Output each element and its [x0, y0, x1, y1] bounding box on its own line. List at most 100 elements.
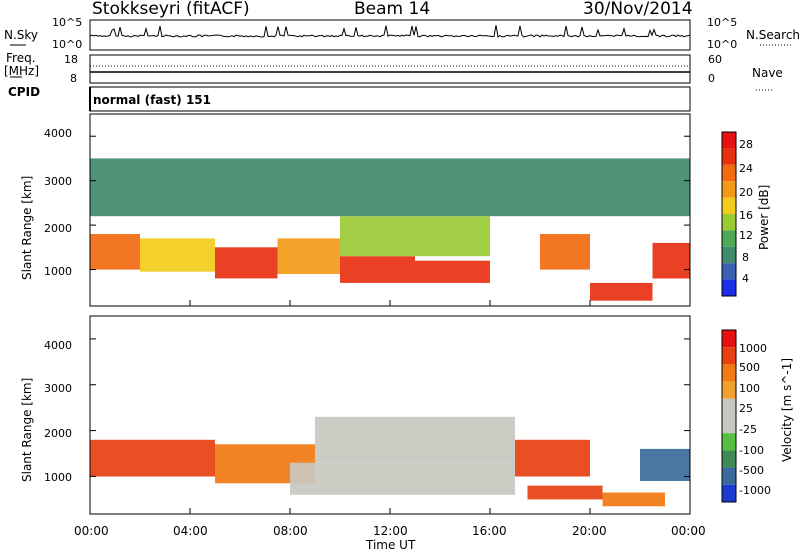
velocity-ylabel: Slant Range [km] — [20, 377, 34, 482]
heatmap-band — [90, 439, 215, 477]
colorbar-frame — [721, 131, 737, 297]
top-panels — [10, 19, 792, 112]
power-ytick: 2000 — [44, 222, 72, 235]
velocity-ytick: 4000 — [44, 339, 72, 352]
freq-frame — [89, 54, 691, 84]
x-tick-label: 00:00 — [74, 524, 109, 538]
x-tick-label: 12:00 — [373, 524, 408, 538]
colorbar-cell — [722, 148, 736, 165]
power-ytick: 3000 — [44, 175, 72, 188]
noise-search-label: N.Search — [746, 28, 800, 42]
freq-tick-bottom: 8 — [70, 72, 77, 85]
heatmap-band — [340, 256, 415, 283]
heatmap-band — [340, 216, 490, 257]
x-tick-label: 20:00 — [572, 524, 607, 538]
x-tick-label: 08:00 — [273, 524, 308, 538]
heatmap-band — [90, 158, 690, 217]
colorbar-cell — [722, 416, 736, 434]
x-tick-label: 16:00 — [472, 524, 507, 538]
heatmap-band — [140, 238, 215, 272]
heatmap-band — [315, 416, 515, 463]
heatmap-band — [602, 492, 665, 507]
heatmap-band — [90, 234, 140, 270]
heatmap-band — [215, 247, 278, 279]
velocity-cbar-tick: -100 — [739, 444, 764, 457]
power-cbar-tick: 20 — [739, 186, 753, 199]
nave-tick-bottom: 0 — [708, 72, 715, 85]
freq-tick-top: 18 — [64, 53, 78, 66]
colorbar-cell — [722, 246, 736, 264]
station-title: Stokkseyri (fitACF) — [92, 0, 250, 19]
power-cbar-tick: 28 — [739, 138, 753, 151]
nave-label: Nave — [752, 66, 783, 80]
freq-label-line1: Freq. — [6, 51, 36, 65]
power-ylabel: Slant Range [km] — [20, 175, 34, 280]
velocity-panel — [89, 315, 737, 515]
heatmap-band — [640, 448, 690, 481]
velocity-cbar-tick: -25 — [739, 423, 757, 436]
noise-left-tick-top: 10^5 — [52, 16, 83, 29]
noise-sky-trace — [89, 25, 691, 38]
noise-left-tick-bottom: 10^0 — [52, 38, 83, 51]
colorbar-cell — [722, 398, 736, 416]
colorbar-cell — [722, 381, 736, 399]
nave-tick-top: 60 — [708, 53, 722, 66]
heatmap-band — [527, 485, 603, 500]
velocity-cbar-tick: -1000 — [739, 484, 771, 497]
velocity-cbar-tick: 500 — [739, 361, 760, 374]
heatmap-band — [277, 238, 340, 274]
cpid-label: CPID — [8, 85, 41, 99]
heatmap-band — [515, 439, 590, 477]
velocity-ytick: 3000 — [44, 382, 72, 395]
power-ytick: 4000 — [44, 127, 72, 140]
power-cbar-tick: 12 — [739, 229, 753, 242]
colorbar-cell — [722, 364, 736, 382]
heatmap-band — [290, 462, 515, 495]
colorbar-cell — [722, 347, 736, 365]
colorbar-cell — [722, 484, 736, 502]
noise-sky-label: N.Sky — [4, 28, 39, 42]
power-cbar-tick: 4 — [742, 272, 749, 285]
colorbar-cell — [722, 214, 736, 231]
x-axis-label: Time UT — [366, 538, 416, 552]
freq-label-line2: [MHz] — [4, 64, 40, 78]
velocity-cbar-tick: 25 — [739, 402, 753, 415]
date-title: 30/Nov/2014 — [583, 0, 693, 19]
colorbar-cell — [722, 164, 736, 182]
velocity-cbar-tick: 100 — [739, 382, 760, 395]
heatmap-band — [415, 260, 490, 283]
colorbar-cell — [722, 467, 736, 485]
colorbar-cell — [722, 330, 736, 348]
power-panel — [89, 113, 737, 307]
heatmap-band — [540, 234, 590, 270]
colorbar-cell — [722, 132, 736, 149]
velocity-ytick: 2000 — [44, 427, 72, 440]
noise-frame — [89, 19, 691, 51]
power-ytick: 1000 — [44, 265, 72, 278]
colorbar-cell — [722, 181, 736, 198]
power-cbar-tick: 8 — [742, 251, 749, 264]
colorbar-frame — [721, 329, 737, 503]
heatmap-band — [590, 282, 653, 301]
x-tick-label: 00:00 — [671, 524, 706, 538]
noise-right-tick-top: 10^5 — [707, 16, 738, 29]
colorbar-cell — [722, 263, 736, 280]
power-colorbar-label: Power [dB] — [757, 184, 771, 250]
colorbar-cell — [722, 230, 736, 247]
cpid-value: normal (fast) 151 — [93, 93, 211, 107]
colorbar-cell — [722, 433, 736, 451]
velocity-colorbar-label: Velocity [m s^-1] — [780, 357, 794, 462]
colorbar-cell — [722, 450, 736, 468]
power-cbar-tick: 24 — [739, 162, 753, 175]
colorbar-cell — [722, 197, 736, 214]
beam-title: Beam 14 — [354, 0, 431, 19]
velocity-ytick: 1000 — [44, 471, 72, 484]
velocity-cbar-tick: 1000 — [739, 342, 767, 355]
x-tick-label: 04:00 — [173, 524, 208, 538]
heatmap-band — [652, 242, 690, 279]
velocity-cbar-tick: -500 — [739, 464, 764, 477]
power-cbar-tick: 16 — [739, 209, 753, 222]
colorbar-cell — [722, 279, 736, 296]
noise-right-tick-bottom: 10^0 — [707, 38, 738, 51]
